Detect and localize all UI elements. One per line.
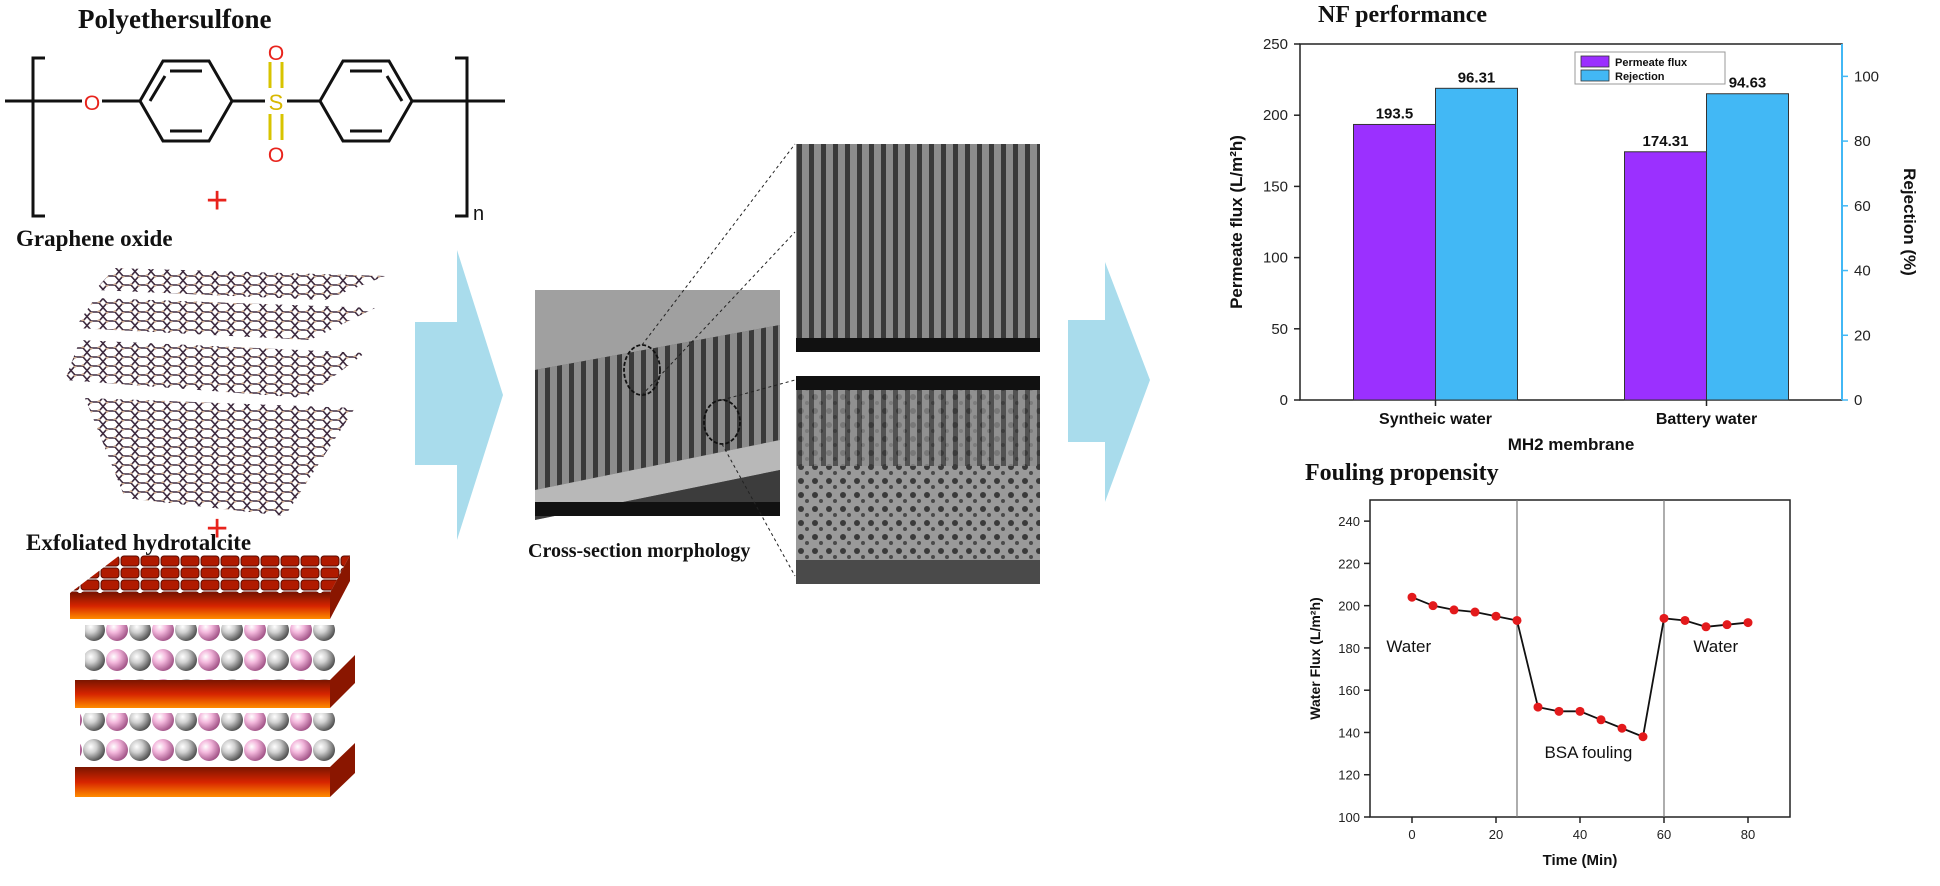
- water-flux-point: [1743, 618, 1753, 628]
- water-flux-point: [1470, 607, 1480, 617]
- bar-data-label: 96.31: [1458, 69, 1496, 86]
- water-flux-point: [1575, 706, 1585, 716]
- plus-sign-2: +: [206, 508, 229, 550]
- bar-data-label: 193.5: [1376, 105, 1414, 122]
- y-tick-label: 250: [1263, 36, 1288, 53]
- hydrotalcite-illustration: [70, 555, 355, 797]
- y-tick-label: 200: [1338, 599, 1360, 614]
- water-flux-point: [1638, 732, 1648, 742]
- water-flux-point: [1533, 702, 1543, 712]
- sulfonyl-oxygen-bottom: O: [268, 144, 284, 167]
- y-tick-label: 100: [1338, 810, 1360, 825]
- y2-tick-label: 20: [1854, 327, 1871, 344]
- x-tick-label: 80: [1741, 827, 1755, 842]
- x-tick-label: 60: [1657, 827, 1671, 842]
- y-tick-label: 100: [1263, 250, 1288, 267]
- sulfonyl-oxygen-top: O: [268, 42, 284, 65]
- y2-tick-label: 40: [1854, 263, 1871, 280]
- water-flux-point: [1722, 620, 1732, 630]
- y-tick-label: 180: [1338, 641, 1360, 656]
- y-tick-label: 150: [1263, 178, 1288, 195]
- y2-tick-label: 100: [1854, 68, 1879, 85]
- plot-frame: [1369, 499, 1791, 818]
- x-axis-title: MH2 membrane: [1508, 435, 1635, 454]
- bar-data-label: 94.63: [1729, 75, 1767, 92]
- water-flux-point: [1449, 605, 1459, 615]
- x-tick-label: 0: [1408, 827, 1415, 842]
- y-tick-label: 120: [1338, 768, 1360, 783]
- legend-label: Permeate flux: [1615, 57, 1688, 69]
- y-tick-label: 0: [1280, 392, 1288, 409]
- repeat-unit-subscript: n: [473, 203, 484, 225]
- water-flux-point: [1554, 706, 1564, 716]
- x-axis-title: Time (Min): [1543, 852, 1618, 869]
- permeate-flux-bar: [1624, 151, 1707, 401]
- water-flux-point: [1617, 723, 1627, 733]
- x-category-label: Battery water: [1656, 411, 1757, 428]
- y2-tick-label: 0: [1854, 392, 1862, 409]
- y2-tick-label: 80: [1854, 133, 1871, 150]
- water-flux-point: [1512, 615, 1522, 625]
- process-arrow-2: [1068, 262, 1150, 502]
- phase-annotation: Water: [1386, 637, 1431, 656]
- fouling-propensity-chart: 100 120 140 160 180 200 220 240 0 20 40 60 80 Water BS…: [1307, 499, 1791, 869]
- legend-swatch: [1580, 55, 1610, 68]
- cross-section-caption: Cross-section morphology: [528, 540, 751, 562]
- y-tick-label: 50: [1271, 321, 1288, 338]
- x-category-label: Syntheic water: [1379, 411, 1492, 428]
- legend-swatch: [1580, 69, 1610, 82]
- y-axis-title: Permeate flux (L/m²h): [1227, 135, 1246, 309]
- permeate-flux-bar: [1353, 123, 1436, 401]
- nf-performance-title: NF performance: [1318, 2, 1488, 28]
- hydrotalcite-title: Exfoliated hydrotalcite: [26, 530, 252, 555]
- sulfur-atom-label: S: [269, 90, 284, 115]
- water-flux-point: [1596, 715, 1606, 725]
- process-arrow-1: [415, 250, 503, 540]
- y-axis-title: Water Flux (L/m²h): [1307, 597, 1323, 719]
- y-tick-label: 220: [1338, 556, 1360, 571]
- water-flux-point: [1428, 601, 1438, 611]
- phase-annotation: Water: [1693, 637, 1738, 656]
- water-flux-point: [1407, 592, 1417, 602]
- graphene-oxide-title: Graphene oxide: [16, 226, 173, 251]
- oxygen-atom-label: O: [84, 92, 100, 115]
- fouling-propensity-title: Fouling propensity: [1305, 460, 1499, 486]
- graphene-oxide-illustration: [65, 268, 385, 516]
- polyethersulfone-structure: O S O O n: [5, 42, 505, 225]
- y2-tick-label: 60: [1854, 198, 1871, 215]
- y-tick-label: 200: [1263, 107, 1288, 124]
- bar-data-label: 174.31: [1643, 133, 1689, 150]
- polymer-title: Polyethersulfone: [78, 4, 272, 34]
- rejection-bar: [1706, 93, 1789, 401]
- y-tick-label: 240: [1338, 514, 1360, 529]
- water-flux-point: [1701, 622, 1711, 632]
- water-flux-point: [1680, 615, 1690, 625]
- water-flux-point: [1659, 613, 1669, 623]
- y2-axis-title: Rejection (%): [1900, 168, 1919, 276]
- y-tick-label: 140: [1338, 725, 1360, 740]
- phase-annotation: BSA fouling: [1544, 743, 1632, 762]
- plus-sign-1: +: [206, 180, 229, 222]
- y-tick-label: 160: [1338, 683, 1360, 698]
- nf-performance-chart: 0 50 100 150 200 250 0 20 40 60 80 100 Syntheic wate…: [1227, 36, 1919, 454]
- legend-label: Rejection: [1615, 71, 1665, 83]
- water-flux-point: [1491, 611, 1501, 621]
- x-tick-label: 40: [1573, 827, 1587, 842]
- rejection-bar: [1435, 87, 1518, 401]
- sem-cross-section-images: [535, 143, 1040, 584]
- x-tick-label: 20: [1489, 827, 1503, 842]
